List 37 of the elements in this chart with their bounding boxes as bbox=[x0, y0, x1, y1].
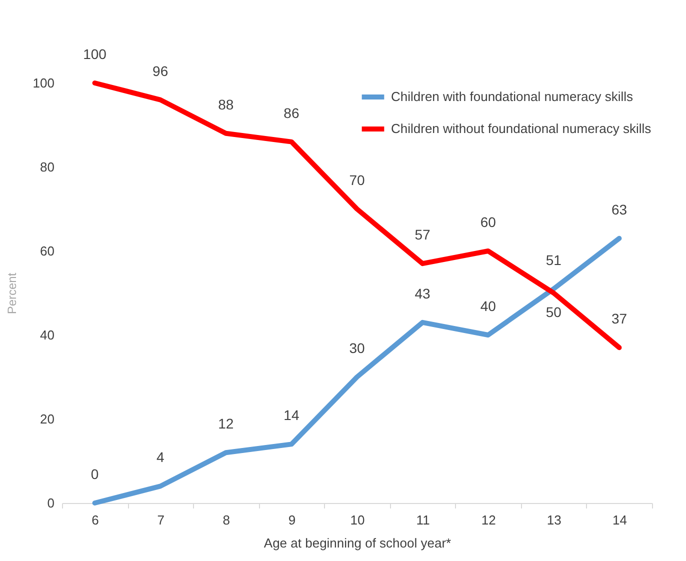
data-label: 40 bbox=[480, 298, 496, 314]
data-label: 70 bbox=[349, 172, 365, 188]
data-label: 4 bbox=[156, 449, 164, 466]
y-tick-label: 80 bbox=[40, 160, 54, 174]
y-tick-label: 40 bbox=[40, 328, 54, 342]
data-label: 96 bbox=[152, 62, 168, 79]
x-tick-label: 11 bbox=[416, 512, 430, 528]
y-tick-label: 0 bbox=[47, 496, 54, 510]
data-label: 50 bbox=[546, 304, 562, 320]
data-label: 60 bbox=[480, 214, 496, 230]
y-tick-label: 60 bbox=[40, 244, 54, 258]
legend-label: Children without foundational numeracy skills bbox=[391, 121, 652, 136]
x-tick-label: 8 bbox=[222, 512, 230, 528]
data-label: 12 bbox=[218, 416, 234, 432]
x-tick-label: 14 bbox=[612, 512, 627, 528]
x-tick-label: 9 bbox=[288, 512, 296, 528]
data-label: 57 bbox=[414, 226, 431, 243]
x-tick-label: 13 bbox=[546, 512, 562, 528]
y-tick-label: 100 bbox=[32, 76, 54, 90]
y-axis-title: Percent bbox=[4, 272, 19, 314]
data-label: 37 bbox=[611, 310, 628, 327]
data-label: 51 bbox=[546, 252, 562, 268]
data-label: 88 bbox=[218, 96, 234, 112]
data-label: 43 bbox=[414, 285, 431, 302]
y-tick-label: 20 bbox=[40, 412, 54, 426]
data-label: 14 bbox=[284, 407, 300, 424]
x-axis-title: Age at beginning of school year* bbox=[264, 536, 452, 550]
legend-label: Children with foundational numeracy skills bbox=[391, 89, 634, 104]
x-tick-label: 7 bbox=[157, 512, 164, 528]
x-tick-label: 6 bbox=[92, 512, 99, 528]
x-tick-label: 12 bbox=[481, 512, 496, 528]
x-tick-label: 10 bbox=[350, 512, 365, 528]
data-label: 86 bbox=[284, 104, 300, 121]
data-label: 0 bbox=[90, 466, 99, 482]
data-label: 100 bbox=[83, 46, 107, 62]
data-label: 30 bbox=[349, 340, 365, 356]
data-label: 63 bbox=[611, 201, 628, 218]
